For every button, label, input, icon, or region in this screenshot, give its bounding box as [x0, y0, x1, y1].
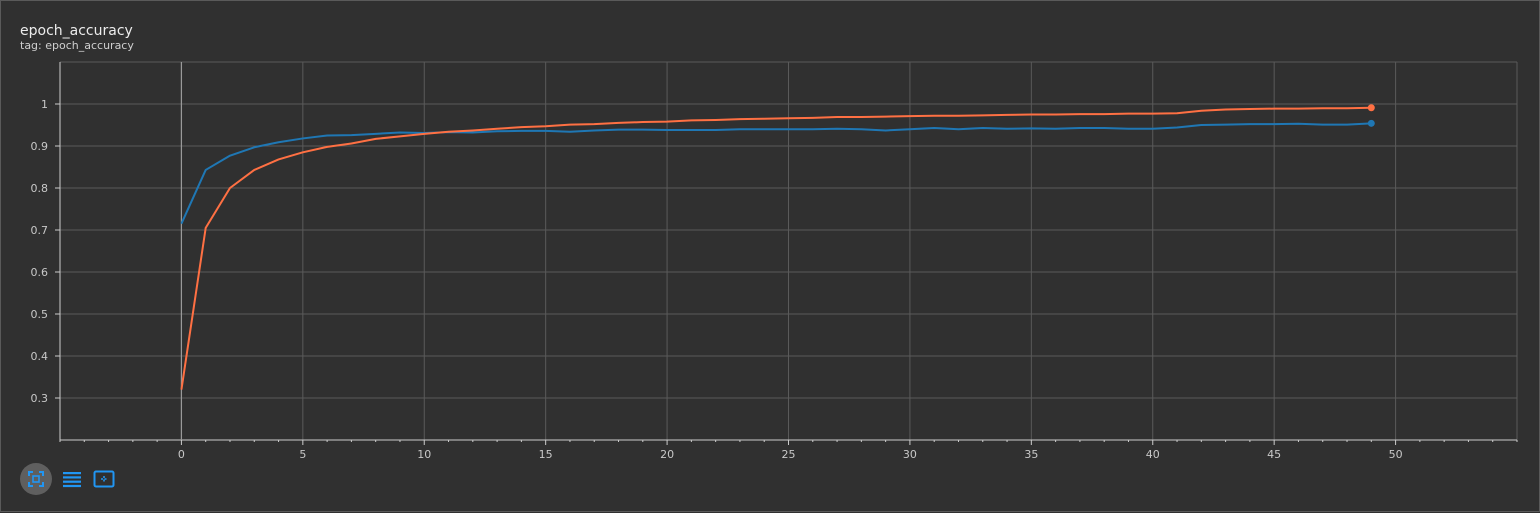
fit-domain-icon	[28, 471, 44, 487]
chart-toolbar	[20, 463, 120, 495]
y-tick-label: 1	[41, 98, 48, 111]
fit-domain-button[interactable]	[20, 463, 52, 495]
chart-title: epoch_accuracy	[20, 23, 133, 39]
select-region-icon	[93, 470, 115, 488]
y-tick-label: 0.7	[31, 224, 49, 237]
y-tick-label: 0.3	[31, 392, 49, 405]
x-tick-label: 25	[782, 448, 796, 461]
series-line-0	[180, 122, 1372, 225]
grid-layer	[60, 61, 1518, 440]
x-tick-label: 10	[417, 448, 431, 461]
toggle-legend-icon	[63, 472, 81, 488]
series-line-1	[180, 106, 1372, 390]
toggle-legend-button[interactable]	[56, 463, 88, 495]
series-endpoint-1	[1367, 104, 1375, 112]
series-endpoint-0	[1367, 119, 1375, 127]
x-tick-label: 0	[178, 448, 185, 461]
y-tick-label: 0.4	[31, 350, 49, 363]
x-tick-label: 45	[1267, 448, 1281, 461]
x-tick-label: 15	[539, 448, 553, 461]
x-tick-label: 50	[1389, 448, 1403, 461]
chart-subtitle: tag: epoch_accuracy	[20, 39, 134, 52]
x-tick-label: 30	[903, 448, 917, 461]
x-tick-label: 35	[1024, 448, 1038, 461]
select-region-button[interactable]	[88, 463, 120, 495]
series-layer	[180, 104, 1375, 390]
tick-label-layer: 0 5 10 15 20 25 30 35 40 45 50 0.3 0.4 0.5 0.6 0.7 0.8 0.…	[31, 98, 1403, 461]
y-tick-label: 0.6	[31, 266, 49, 279]
y-tick-label: 0.8	[31, 182, 49, 195]
axis-layer	[55, 62, 1518, 445]
x-tick-label: 5	[299, 448, 306, 461]
y-tick-label: 0.9	[31, 140, 49, 153]
y-tick-label: 0.5	[31, 308, 49, 321]
x-tick-label: 20	[660, 448, 674, 461]
x-tick-label: 40	[1146, 448, 1160, 461]
